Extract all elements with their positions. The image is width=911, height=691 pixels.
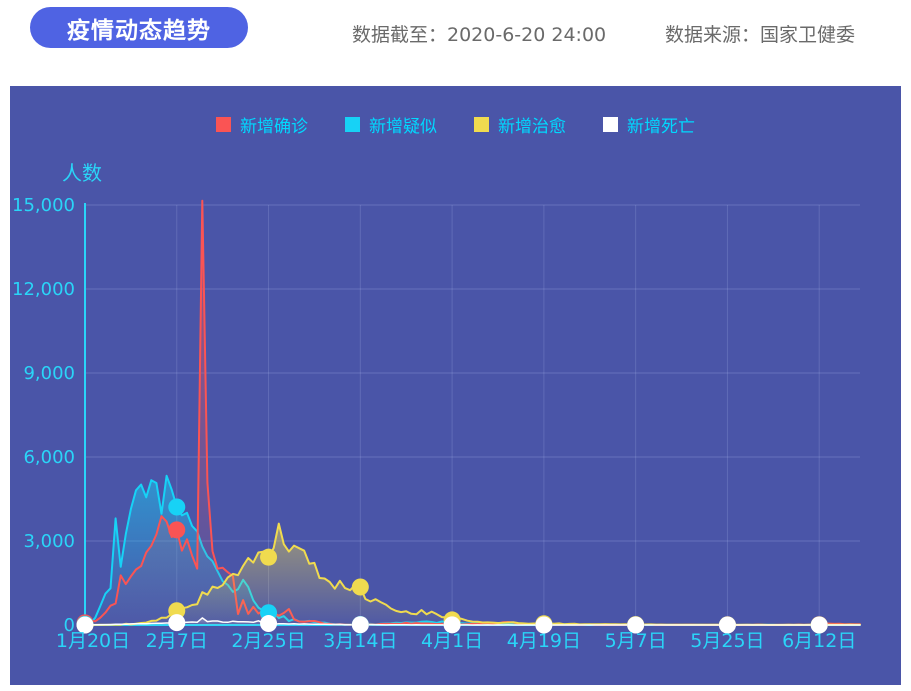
y-tick-label-4: 12,000 xyxy=(12,279,75,300)
legend-item-suspected[interactable]: 新增疑似 xyxy=(345,112,437,137)
marker-deaths-day36[interactable] xyxy=(260,615,278,633)
x-tick-label-2: 2月25日 xyxy=(231,630,305,652)
series-area-cured xyxy=(85,523,860,625)
marker-cured-day36[interactable] xyxy=(260,548,278,566)
marker-deaths-day90[interactable] xyxy=(535,616,553,634)
y-tick-label-2: 6,000 xyxy=(23,447,75,468)
legend-label-suspected: 新增疑似 xyxy=(369,117,437,137)
marker-deaths-day54[interactable] xyxy=(351,616,369,634)
legend: 新增确诊 新增疑似 新增治愈 新增死亡 xyxy=(10,112,901,137)
legend-label-cured: 新增治愈 xyxy=(498,117,566,137)
x-tick-label-4: 4月1日 xyxy=(421,630,483,652)
y-axis-title: 人数 xyxy=(62,161,102,185)
legend-label-deaths: 新增死亡 xyxy=(627,117,695,137)
page-title: 疫情动态趋势 xyxy=(67,17,211,44)
page-title-badge: 疫情动态趋势 xyxy=(30,7,248,48)
marker-deaths-day108[interactable] xyxy=(627,616,645,634)
marker-confirmed-day18[interactable] xyxy=(168,521,186,539)
x-tick-label-6: 5月7日 xyxy=(605,630,667,652)
legend-item-confirmed[interactable]: 新增确诊 xyxy=(216,112,308,137)
marker-deaths-day18[interactable] xyxy=(168,614,186,632)
legend-item-cured[interactable]: 新增治愈 xyxy=(474,112,566,137)
x-tick-label-8: 6月12日 xyxy=(782,630,856,652)
series-area-deaths xyxy=(85,617,860,625)
y-tick-label-3: 9,000 xyxy=(23,363,75,384)
marker-cured-day54[interactable] xyxy=(351,578,369,596)
legend-label-confirmed: 新增确诊 xyxy=(240,117,308,137)
legend-item-deaths[interactable]: 新增死亡 xyxy=(603,112,695,137)
marker-deaths-day126[interactable] xyxy=(718,616,736,634)
y-tick-label-1: 3,000 xyxy=(23,531,75,552)
marker-suspected-day18[interactable] xyxy=(168,498,186,516)
legend-swatch-cured-icon xyxy=(474,117,489,132)
y-tick-label-0: 0 xyxy=(64,615,75,636)
x-tick-label-3: 3月14日 xyxy=(323,630,397,652)
legend-swatch-confirmed-icon xyxy=(216,117,231,132)
series-area-confirmed xyxy=(85,200,860,625)
marker-cured-day18[interactable] xyxy=(168,602,186,620)
data-until-text: 数据截至：2020-6-20 24:00 xyxy=(352,24,607,46)
x-tick-label-0: 1月20日 xyxy=(56,630,130,652)
y-tick-label-5: 15,000 xyxy=(12,195,75,216)
legend-swatch-suspected-icon xyxy=(345,117,360,132)
x-tick-label-1: 2月7日 xyxy=(146,630,208,652)
marker-deaths-day144[interactable] xyxy=(810,616,828,634)
x-tick-label-7: 5月25日 xyxy=(690,630,764,652)
trend-chart-svg: 0 3,000 6,000 9,000 12,000 15,000 1月20日 2月7日 2月2… xyxy=(12,195,861,652)
marker-deaths-day72[interactable] xyxy=(443,616,461,634)
marker-deaths-day0[interactable] xyxy=(76,616,94,634)
x-tick-label-5: 4月19日 xyxy=(507,630,581,652)
data-source-text: 数据来源：国家卫健委 xyxy=(665,24,856,46)
legend-swatch-deaths-icon xyxy=(603,117,618,132)
chart-panel: 0 3,000 6,000 9,000 12,000 15,000 1月20日 2月7日 2月2… xyxy=(10,86,901,685)
